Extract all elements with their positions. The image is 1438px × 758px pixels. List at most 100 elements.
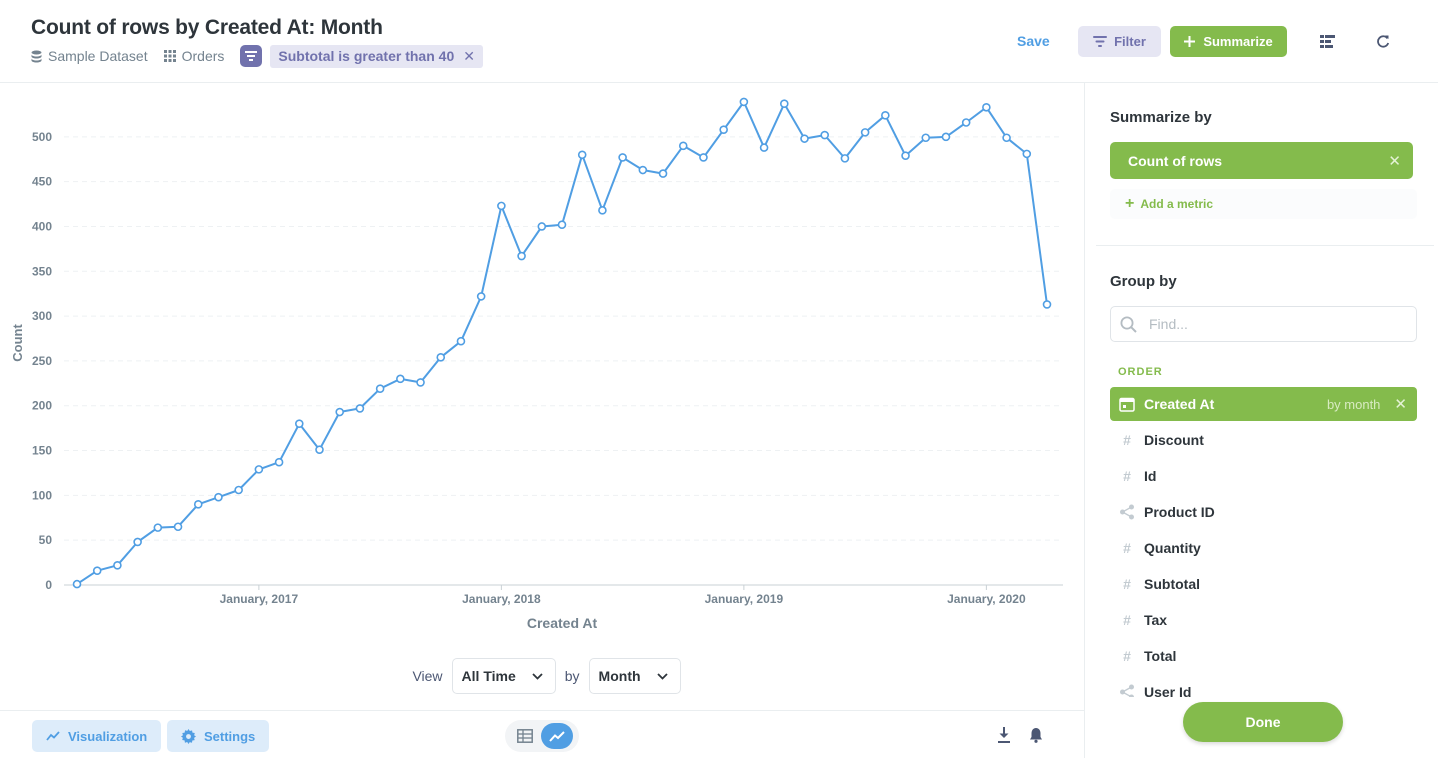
dimension-label: Quantity — [1144, 540, 1201, 556]
summarize-sidebar: Summarize by Count of rows ✕ + Add a met… — [1084, 83, 1438, 758]
refresh-icon — [1377, 35, 1390, 48]
data-point — [881, 111, 890, 120]
data-point — [153, 523, 163, 532]
section-label-order: ORDER — [1118, 366, 1163, 378]
dimension-item-total[interactable]: # Total — [1110, 639, 1417, 673]
close-icon[interactable]: ✕ — [1394, 396, 1407, 413]
dimension-item-user-id[interactable]: User Id — [1110, 675, 1417, 697]
add-metric-button[interactable]: + Add a metric — [1110, 189, 1417, 219]
data-point — [699, 153, 708, 162]
notebook-editor-button[interactable] — [1317, 31, 1337, 51]
find-input[interactable] — [1149, 316, 1389, 332]
summarize-button-label: Summarize — [1203, 34, 1273, 49]
dimension-item-discount[interactable]: # Discount — [1110, 423, 1417, 457]
number-icon: # — [1123, 432, 1131, 448]
dimension-list: Created At by month ✕ # Discount # Id Pr… — [1110, 387, 1417, 697]
chart-view-toggle[interactable] — [541, 723, 573, 749]
data-point — [800, 134, 809, 143]
dimension-label: Id — [1144, 468, 1157, 484]
dimension-item-tax[interactable]: # Tax — [1110, 603, 1417, 637]
data-point — [173, 522, 183, 532]
table-view-toggle[interactable] — [509, 723, 541, 749]
date-range-select[interactable]: All Time — [451, 658, 556, 694]
data-point — [436, 353, 446, 362]
dimension-item-quantity[interactable]: # Quantity — [1110, 531, 1417, 565]
by-label: by — [564, 668, 580, 684]
data-point — [1042, 300, 1052, 309]
data-point — [820, 130, 830, 140]
filter-toggle-badge[interactable] — [240, 45, 263, 67]
number-icon: # — [1123, 576, 1131, 592]
filter-button-label: Filter — [1114, 34, 1146, 49]
dimension-label: Product ID — [1144, 504, 1215, 520]
y-tick-label: 100 — [32, 488, 52, 502]
data-point — [214, 492, 223, 502]
data-point — [72, 579, 82, 589]
done-button[interactable]: Done — [1183, 702, 1343, 742]
y-tick-label: 0 — [45, 578, 52, 592]
database-icon — [31, 50, 42, 62]
refresh-button[interactable] — [1373, 31, 1393, 51]
data-point — [921, 133, 931, 143]
download-button[interactable] — [995, 726, 1013, 744]
granularity-select[interactable]: Month — [588, 658, 681, 694]
dimension-label: Tax — [1144, 612, 1168, 628]
breadcrumb-database[interactable]: Sample Dataset — [31, 48, 148, 64]
breadcrumb-table-label: Orders — [181, 48, 225, 64]
notebook-icon — [1319, 34, 1335, 48]
data-point — [497, 201, 506, 211]
dimension-item-product-id[interactable]: Product ID — [1110, 495, 1417, 529]
data-point — [355, 404, 365, 413]
calendar-icon — [1118, 396, 1136, 412]
dimension-label: User Id — [1144, 684, 1192, 697]
breadcrumb-table[interactable]: Orders — [163, 48, 225, 64]
number-icon: # — [1123, 612, 1131, 628]
number-icon: # — [1123, 648, 1131, 664]
data-point — [456, 336, 466, 346]
temporal-unit-selector[interactable]: by month — [1326, 396, 1381, 412]
dimension-item-created-at[interactable]: Created At by month ✕ — [1110, 387, 1417, 421]
data-point — [1022, 149, 1032, 159]
connection-icon — [1118, 684, 1136, 697]
data-point — [678, 141, 688, 151]
filter-pill[interactable]: Subtotal is greater than 40 ✕ — [270, 44, 483, 68]
view-label: View — [412, 668, 443, 684]
close-icon[interactable]: ✕ — [1388, 152, 1401, 170]
y-tick-label: 500 — [32, 130, 52, 144]
download-icon — [998, 727, 1010, 743]
grid-icon — [163, 50, 176, 62]
series-line — [76, 100, 1048, 585]
settings-button[interactable]: Settings — [167, 720, 270, 752]
dimension-item-subtotal[interactable]: # Subtotal — [1110, 567, 1417, 601]
filter-button[interactable]: Filter — [1078, 26, 1161, 57]
breadcrumb-database-label: Sample Dataset — [48, 48, 148, 64]
chevron-down-icon — [656, 672, 668, 680]
alert-button[interactable] — [1027, 726, 1045, 744]
save-button[interactable]: Save — [1017, 33, 1050, 49]
y-tick-label: 350 — [32, 264, 52, 278]
visualization-label: Visualization — [68, 728, 148, 744]
date-range-value: All Time — [461, 668, 516, 684]
data-point — [860, 128, 870, 137]
data-point — [416, 378, 425, 387]
close-icon[interactable]: ✕ — [463, 47, 475, 64]
display-toggle — [505, 720, 579, 752]
data-point — [113, 560, 122, 570]
y-tick-label: 50 — [39, 533, 53, 547]
data-point — [375, 384, 385, 394]
line-chart-icon — [549, 730, 565, 742]
metric-pill[interactable]: Count of rows ✕ — [1110, 142, 1413, 179]
summarize-by-title: Summarize by — [1110, 109, 1212, 126]
chart-area: 0 50 100 150 200 250 300 350 400 450 500 January, 2… — [0, 83, 1084, 710]
settings-label: Settings — [204, 728, 256, 744]
data-point — [901, 151, 910, 160]
summarize-button[interactable]: Summarize — [1170, 26, 1287, 57]
plus-icon — [1184, 36, 1196, 47]
filter-icon — [245, 51, 258, 61]
bell-icon — [1030, 728, 1042, 743]
visualization-button[interactable]: Visualization — [32, 720, 162, 752]
dimension-item-id[interactable]: # Id — [1110, 459, 1417, 493]
number-icon: # — [1123, 540, 1131, 556]
line-chart: 0 50 100 150 200 250 300 350 400 450 500 January, 2… — [10, 97, 1063, 631]
